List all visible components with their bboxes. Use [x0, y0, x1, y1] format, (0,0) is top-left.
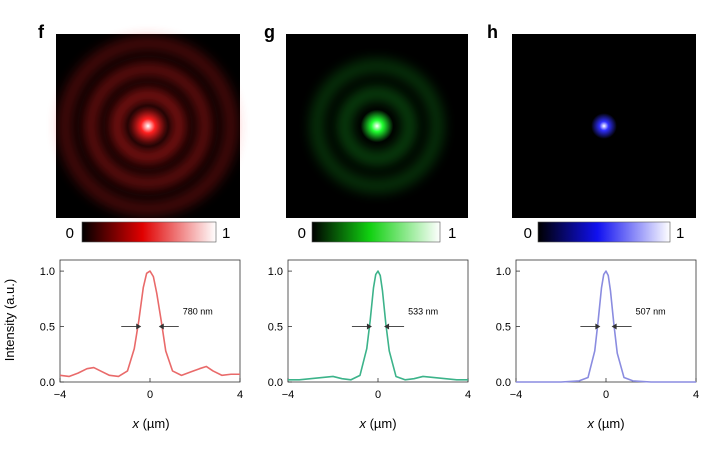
colorbar-max-label-g: 1	[448, 225, 456, 242]
x-axis-title-f: x (µm)	[131, 416, 169, 431]
colorbar-max-label-h: 1	[676, 225, 684, 242]
fwhm-arrowhead-right-h	[611, 323, 617, 330]
colorbar-h	[537, 221, 671, 243]
y-axis-title: Intensity (a.u.)	[2, 279, 17, 361]
x-tick-label-g: 0	[375, 389, 381, 401]
colorbar-max-label-f: 1	[222, 225, 230, 242]
panel-letter-f: f	[38, 22, 45, 42]
profile-plot-g: −4 0 4 0.0 0.5 1.0 533 nm	[268, 259, 471, 401]
panel-h: h 0 1 −4 0 4 0.0 0.5 1.0 507 nm x (µm)	[487, 22, 699, 431]
colorbar-gradient-f	[81, 221, 217, 243]
panel-letter-g: g	[264, 22, 275, 42]
x-tick-label-f: 0	[147, 389, 153, 401]
diffraction-ring-g	[310, 59, 444, 193]
x-tick-label-f: 4	[237, 389, 243, 401]
x-axis-title-h: x (µm)	[586, 416, 624, 431]
y-tick-label-f: 1.0	[40, 266, 55, 278]
y-tick-label-g: 1.0	[268, 266, 283, 278]
diffraction-ring-f	[84, 62, 212, 190]
profile-line-f	[59, 270, 240, 378]
x-axis-var-g: x	[358, 416, 366, 431]
y-tick-label-f: 0.0	[40, 377, 55, 389]
colorbar-min-label-h: 0	[524, 225, 532, 242]
colorbar-g	[311, 221, 441, 243]
profile-plot-h: −4 0 4 0.0 0.5 1.0 507 nm	[496, 259, 699, 401]
x-axis-var-f: x	[131, 416, 139, 431]
x-tick-label-h: 4	[693, 389, 699, 401]
focal-spot-h	[591, 113, 617, 139]
x-axis-unit-h: (µm)	[594, 416, 625, 431]
x-axis-unit-f: (µm)	[139, 416, 170, 431]
colorbar-f	[81, 221, 217, 243]
x-tick-label-h: −4	[510, 389, 523, 401]
fwhm-label-f: 780 nm	[183, 307, 213, 317]
fwhm-label-g: 533 nm	[408, 307, 438, 317]
x-tick-label-g: −4	[282, 389, 295, 401]
panel-f: f 0 1 −4 0 4 0.0 0.5 1.0 780 nm x (µm) Intensi…	[2, 22, 243, 431]
fwhm-arrowhead-left-h	[595, 323, 601, 330]
y-tick-label-g: 0.0	[268, 377, 283, 389]
plot-frame-g	[287, 259, 469, 383]
panel-g: g 0 1 −4 0 4 0.0 0.5 1.0 533 nm x (µm)	[264, 22, 471, 431]
y-tick-label-f: 0.5	[40, 322, 55, 334]
y-tick-label-g: 0.5	[268, 322, 283, 334]
intensity-image-g	[286, 34, 468, 218]
fwhm-arrowhead-left-g	[366, 323, 372, 330]
diffraction-ring-f	[58, 36, 238, 216]
profile-line-h	[516, 270, 696, 383]
colorbar-min-label-f: 0	[66, 225, 74, 242]
focal-spot-g	[360, 109, 394, 143]
fwhm-arrowhead-right-f	[158, 323, 164, 330]
y-tick-label-h: 0.5	[496, 322, 511, 334]
x-tick-label-h: 0	[603, 389, 609, 401]
x-axis-unit-g: (µm)	[366, 416, 397, 431]
x-axis-var-h: x	[586, 416, 594, 431]
y-tick-label-h: 0.0	[496, 377, 511, 389]
plot-frame-h	[515, 259, 697, 383]
colorbar-min-label-g: 0	[298, 225, 306, 242]
x-axis-title-g: x (µm)	[358, 416, 396, 431]
colorbar-gradient-g	[311, 221, 441, 243]
plot-frame-f	[59, 259, 241, 383]
diffraction-ring-f	[110, 88, 186, 164]
x-tick-label-f: −4	[54, 389, 67, 401]
panel-letter-h: h	[487, 22, 498, 42]
focal-spot-f	[127, 105, 169, 147]
profile-line-g	[288, 270, 468, 381]
y-tick-label-h: 1.0	[496, 266, 511, 278]
intensity-image-h	[512, 34, 696, 218]
fwhm-arrowhead-left-f	[136, 323, 142, 330]
fwhm-label-h: 507 nm	[636, 307, 666, 317]
profile-plot-f: −4 0 4 0.0 0.5 1.0 780 nm	[40, 259, 243, 401]
diffraction-ring-g	[337, 86, 417, 166]
colorbar-gradient-h	[537, 221, 671, 243]
fwhm-arrowhead-right-g	[384, 323, 390, 330]
x-tick-label-g: 4	[465, 389, 471, 401]
intensity-image-f	[56, 34, 240, 218]
